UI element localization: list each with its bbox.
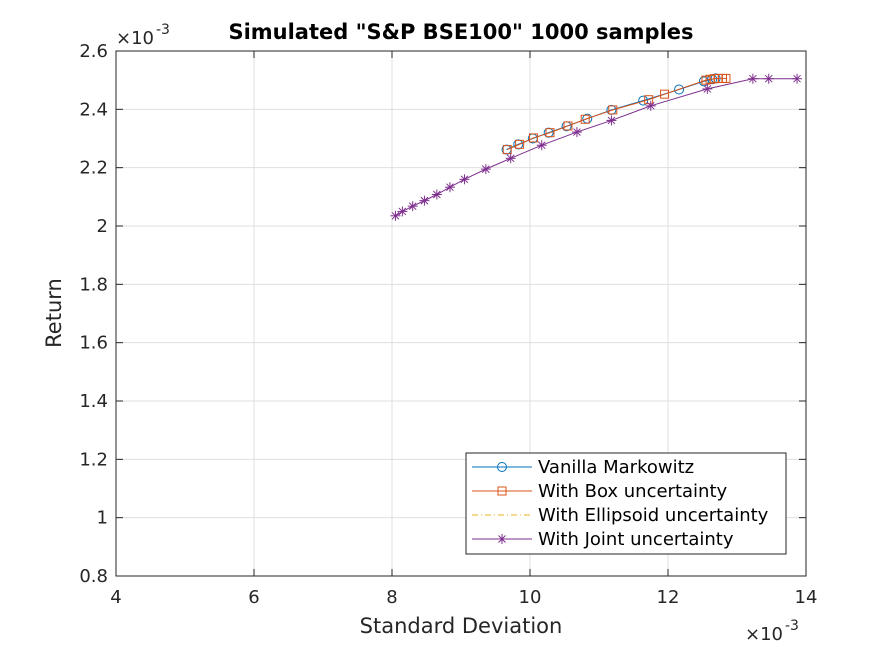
data-point [563,121,573,131]
data-point [792,73,803,84]
legend: Vanilla Markowitz With Box uncertainty Wit… [465,452,787,555]
x-axis-label: Standard Deviation [360,614,563,638]
series-3 [390,73,803,221]
y-exponent-base: ×10 [116,28,154,49]
legend-swatch-marker [497,486,507,496]
x-tick-label: 10 [519,587,542,608]
data-point [606,115,617,126]
legend-label: With Ellipsoid uncertainty [538,505,769,526]
x-tick-label: 8 [386,587,397,608]
series-1 [502,73,731,155]
data-point [502,145,512,155]
y-tick-label: 2.2 [79,158,108,179]
data-point [444,182,455,193]
legend-entry: With Box uncertainty [472,481,728,502]
legend-swatch-marker [497,462,507,472]
y-tick-label: 2 [97,216,108,237]
legend-entry: With Joint uncertainty [472,529,734,550]
data-point [505,153,516,164]
legend-label: With Box uncertainty [538,481,728,502]
data-point [515,139,525,149]
y-axis-exponent: ×10 -3 [116,22,170,49]
y-tick-label: 1 [97,508,108,529]
data-point [528,133,538,143]
x-tick-label: 6 [248,587,259,608]
x-tick-label: 12 [657,587,680,608]
plot-frame [115,50,807,577]
y-axis-label: Return [42,278,66,348]
data-point [397,206,408,217]
y-tick-label: 2.4 [79,99,108,120]
data-point [608,105,618,115]
legend-entry: With Ellipsoid uncertainty [472,505,769,526]
data-point [480,164,491,175]
x-tick-label: 4 [110,587,121,608]
data-point [407,201,418,212]
data-point [390,210,401,221]
y-tick-label: 1.2 [79,449,108,470]
x-tick-label: 14 [795,587,818,608]
data-point [545,128,555,138]
data-point [571,127,582,138]
legend-label: With Joint uncertainty [538,529,734,550]
data-point [763,73,774,84]
x-exponent-power: -3 [785,618,799,634]
data-point [431,189,442,200]
data-point [721,73,731,83]
data-point [459,174,470,185]
y-tick-label: 1.6 [79,333,108,354]
series-line [507,77,726,151]
legend-entry: Vanilla Markowitz [472,457,694,478]
legend-label: Vanilla Markowitz [538,457,694,478]
y-exponent-power: -3 [156,22,170,38]
ticks: 4 6 8 10 12 14 0.8 1 1.2 1.4 1.6 1.8 2 2.2 2.4 2.6 [79,41,817,608]
data-point [747,73,758,84]
data-point [419,195,430,206]
y-tick-label: 1.8 [79,274,108,295]
data-point [638,95,649,106]
series-layer [390,73,803,221]
y-tick-label: 0.8 [79,566,108,587]
data-point [660,89,670,99]
data-point [580,114,590,124]
data-point [536,140,547,151]
series-line [395,78,798,217]
y-tick-label: 1.4 [79,391,108,412]
x-exponent-base: ×10 [745,624,783,645]
data-point [702,83,713,94]
legend-box [465,452,787,555]
chart-title: Simulated "S&P BSE100" 1000 samples [228,20,693,44]
x-axis-exponent: ×10 -3 [745,618,799,645]
data-point [645,100,656,111]
y-tick-label: 2.6 [79,41,108,62]
legend-swatch-marker [497,534,507,544]
data-point [674,84,685,95]
